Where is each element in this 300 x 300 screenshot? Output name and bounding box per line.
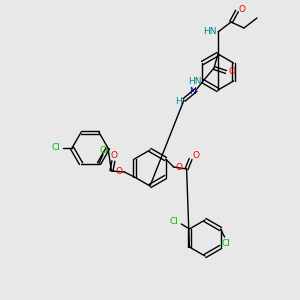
Text: H: H bbox=[176, 97, 182, 106]
Text: Cl: Cl bbox=[170, 217, 179, 226]
Text: Cl: Cl bbox=[52, 143, 60, 152]
Text: Cl: Cl bbox=[100, 146, 108, 155]
Text: O: O bbox=[111, 152, 118, 160]
Text: N: N bbox=[189, 86, 195, 95]
Text: Cl: Cl bbox=[221, 238, 230, 247]
Text: HN: HN bbox=[203, 28, 217, 37]
Text: O: O bbox=[175, 164, 182, 172]
Text: HN: HN bbox=[188, 76, 202, 85]
Text: O: O bbox=[116, 167, 123, 176]
Text: O: O bbox=[238, 5, 245, 14]
Text: O: O bbox=[229, 68, 236, 76]
Text: O: O bbox=[192, 152, 199, 160]
